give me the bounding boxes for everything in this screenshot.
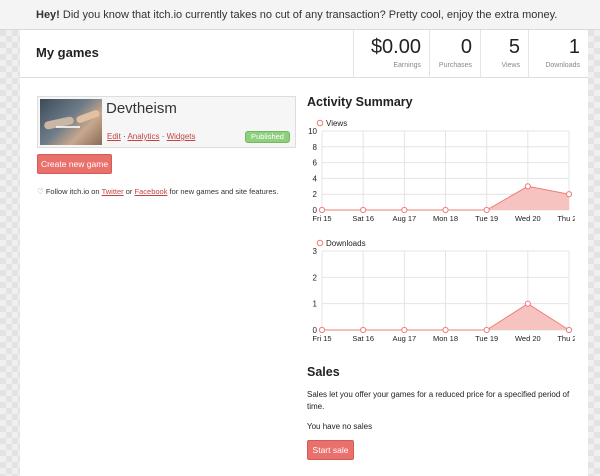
stat-purchases-label: Purchases — [438, 62, 472, 69]
y-tick-label: 2 — [313, 190, 318, 199]
stat-earnings: $0.00 Earnings — [353, 30, 429, 78]
notice-bold: Hey! — [36, 9, 60, 21]
data-point — [565, 326, 573, 334]
data-point — [401, 326, 408, 334]
legend-marker — [316, 119, 324, 127]
x-tick-label: Tue 19 — [475, 214, 498, 223]
stat-views: 5 Views — [480, 30, 528, 78]
x-tick-label: Wed 20 — [515, 334, 541, 343]
analytics-link[interactable]: Analytics — [127, 132, 160, 141]
notice-bar: Hey! Did you know that itch.io currently… — [0, 0, 600, 30]
legend-label: Views — [326, 119, 347, 128]
sales-description: Sales let you offer your games for a red… — [307, 390, 570, 411]
follow-post: for new games and site features. — [169, 187, 279, 196]
start-sale-button[interactable]: Start sale — [307, 440, 354, 460]
y-tick-label: 2 — [313, 273, 318, 282]
data-point — [524, 300, 531, 307]
twitter-link[interactable]: Twitter — [101, 187, 124, 196]
y-tick-label: 6 — [313, 159, 318, 168]
stat-views-label: Views — [501, 62, 520, 69]
y-tick-label: 1 — [313, 300, 318, 309]
x-tick-label: Sat 16 — [352, 334, 374, 343]
x-tick-label: Sat 16 — [352, 214, 374, 223]
data-point — [360, 206, 367, 214]
y-tick-label: 0 — [313, 326, 318, 335]
game-links: Edit · Analytics · Widgets — [107, 132, 196, 141]
stat-purchases-value: 0 — [460, 36, 472, 58]
edit-link[interactable]: Edit — [107, 132, 121, 141]
downloads-chart: Downloads 0 1 2 3 Fri 15 Sat 16 Aug 17 Mon 18 Tue… — [312, 239, 575, 343]
x-tick-label: Fri 15 — [312, 214, 331, 223]
y-tick-label: 8 — [313, 143, 318, 152]
data-point — [565, 191, 573, 198]
y-tick-label: 0 — [313, 206, 318, 215]
no-sales-text: You have no sales — [307, 422, 373, 431]
x-tick-label: Tue 19 — [475, 334, 498, 343]
x-tick-label: Mon 18 — [433, 334, 458, 343]
x-tick-label: Fri 15 — [312, 334, 331, 343]
x-tick-label: Thu 21 — [557, 334, 575, 343]
legend-marker — [316, 239, 324, 247]
stat-downloads-value: 1 — [568, 36, 580, 58]
game-thumbnail[interactable] — [40, 99, 102, 145]
data-point — [318, 326, 326, 334]
x-tick-label: Wed 20 — [515, 214, 541, 223]
y-tick-label: 10 — [308, 127, 317, 136]
stat-views-value: 5 — [508, 36, 520, 58]
views-chart: Views 0 2 4 6 8 10 Fri 15 Sat 16 Aug 17 Mon 18 Tue … — [308, 119, 575, 223]
stat-downloads-label: Downloads — [545, 62, 580, 69]
data-point — [318, 206, 326, 214]
series-area — [322, 303, 569, 330]
sales-title: Sales — [307, 365, 340, 379]
data-point — [483, 326, 490, 334]
stat-earnings-label: Earnings — [393, 62, 421, 69]
game-card: Devtheism Edit · Analytics · Widgets Pub… — [37, 96, 296, 148]
data-point — [360, 326, 367, 334]
dashboard-header: My games $0.00 Earnings 0 Purchases 5 Vi… — [20, 30, 588, 78]
stat-earnings-value: $0.00 — [370, 36, 421, 58]
heart-icon: ♡ — [37, 187, 44, 196]
notice-text: Did you know that itch.io currently take… — [62, 9, 558, 21]
legend-label: Downloads — [326, 239, 366, 248]
main-content: Devtheism Edit · Analytics · Widgets Pub… — [20, 78, 588, 476]
x-tick-label: Mon 18 — [433, 214, 458, 223]
page-title: My games — [36, 45, 99, 60]
stat-purchases: 0 Purchases — [429, 30, 480, 78]
y-tick-label: 3 — [313, 247, 318, 256]
x-tick-label: Thu 21 — [557, 214, 575, 223]
data-point — [524, 183, 531, 190]
data-point — [442, 206, 449, 214]
data-point — [483, 206, 490, 214]
widgets-link[interactable]: Widgets — [166, 132, 196, 141]
data-point — [401, 206, 408, 214]
create-new-game-button[interactable]: Create new game — [37, 154, 112, 174]
follow-text: ♡ Follow itch.io on Twitter or Facebook … — [37, 187, 278, 196]
follow-or: or — [125, 187, 133, 196]
facebook-link[interactable]: Facebook — [134, 187, 168, 196]
follow-pre: Follow itch.io on — [45, 187, 100, 196]
data-point — [442, 326, 449, 334]
x-tick-label: Aug 17 — [392, 334, 416, 343]
activity-summary-title: Activity Summary — [307, 95, 413, 109]
series-area — [322, 186, 569, 210]
y-tick-label: 4 — [313, 174, 318, 183]
game-title[interactable]: Devtheism — [106, 100, 177, 117]
published-badge: Published — [245, 131, 290, 143]
stat-downloads: 1 Downloads — [528, 30, 588, 78]
x-tick-label: Aug 17 — [392, 214, 416, 223]
